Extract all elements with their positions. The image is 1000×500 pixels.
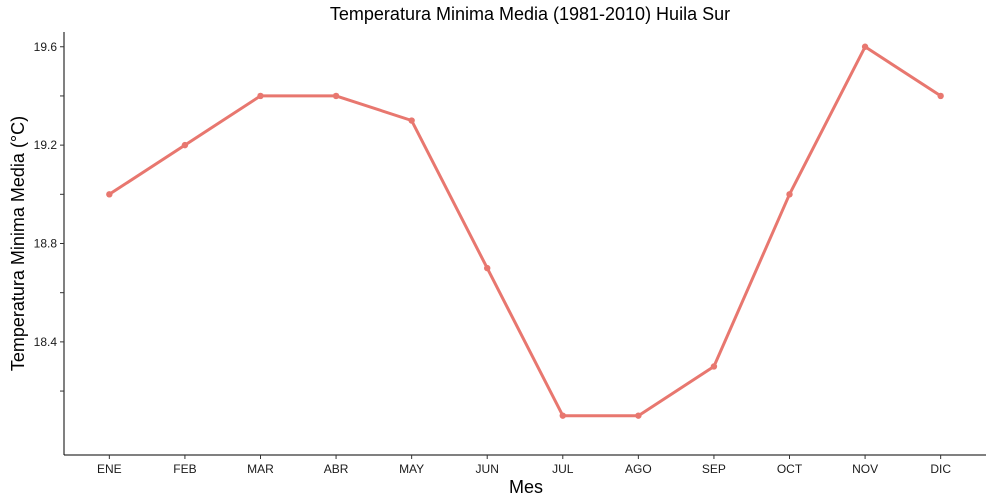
x-axis-ticks: ENE FEB MAR ABR MAY JUN JUL AGO SEP OCT NOV DIC	[97, 455, 951, 476]
data-point	[408, 117, 415, 124]
data-point	[861, 43, 869, 50]
x-tick-label: MAR	[247, 462, 274, 476]
y-axis-ticks: 18.4 18.8 19.2 19.6	[34, 40, 64, 392]
data-point	[635, 412, 642, 419]
x-tick-label: JUN	[476, 462, 499, 476]
y-tick-label: 18.4	[34, 335, 58, 349]
axes	[63, 32, 986, 456]
data-point	[181, 141, 189, 149]
data-point	[257, 92, 264, 100]
x-tick-label: JUL	[552, 462, 574, 476]
series-line	[107, 45, 943, 418]
data-point	[937, 92, 944, 100]
data-point	[786, 191, 793, 198]
x-tick-label: NOV	[852, 462, 878, 476]
x-tick-label: MAY	[399, 462, 424, 476]
x-tick-label: ENE	[97, 462, 122, 476]
y-tick-label: 19.2	[34, 138, 58, 152]
data-point	[332, 92, 340, 100]
x-axis-title: Mes	[509, 477, 543, 497]
data-point	[484, 264, 491, 272]
x-tick-label: OCT	[777, 462, 803, 476]
x-tick-label: AGO	[625, 462, 652, 476]
chart-title: Temperatura Minima Media (1981-2010) Hui…	[330, 4, 730, 24]
series	[106, 43, 944, 419]
y-axis-title: Temperatura Minima Media (°C)	[8, 116, 28, 371]
x-tick-label: FEB	[173, 462, 196, 476]
y-tick-label: 18.8	[34, 237, 58, 251]
x-tick-label: SEP	[702, 462, 726, 476]
y-tick-label: 19.6	[34, 40, 58, 54]
x-tick-label: DIC	[930, 462, 951, 476]
data-point	[559, 412, 566, 419]
data-point	[710, 363, 718, 370]
data-point	[106, 191, 113, 198]
x-tick-label: ABR	[324, 462, 349, 476]
